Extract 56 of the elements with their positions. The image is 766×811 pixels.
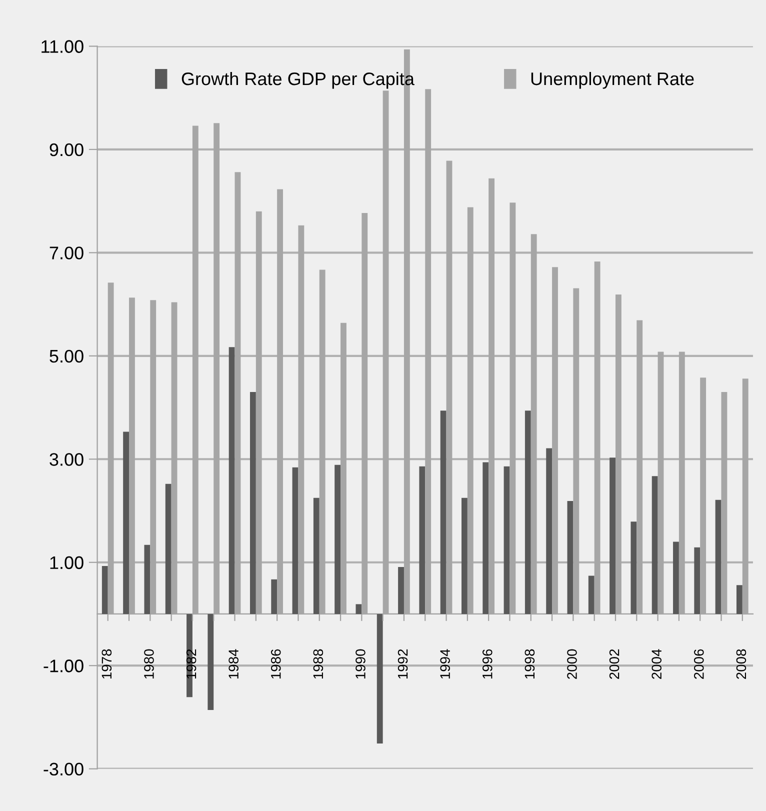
- bar: [334, 464, 341, 614]
- y-tick-label: -3.00: [44, 762, 84, 776]
- bar: [673, 542, 679, 614]
- y-tick-label: 3.00: [50, 453, 84, 466]
- bar: [462, 498, 468, 614]
- bar: [630, 522, 637, 614]
- bar: [567, 500, 574, 614]
- bar: [292, 467, 298, 614]
- x-tick-label: 2004: [652, 649, 662, 679]
- bar: [165, 484, 172, 614]
- x-tick-label: 1994: [440, 649, 450, 679]
- bar: [313, 498, 320, 614]
- bar: [482, 462, 489, 614]
- bar: [208, 614, 214, 710]
- y-tick-label: 7.00: [50, 246, 84, 260]
- y-tick-label: 1.00: [50, 556, 84, 570]
- bar: [524, 410, 531, 614]
- bar: [102, 566, 108, 614]
- bar: [228, 347, 235, 614]
- y-tick-label: 11.00: [42, 40, 84, 53]
- x-tick-label: 1990: [356, 649, 366, 679]
- bar: [736, 585, 742, 614]
- bar: [546, 448, 552, 614]
- bar: [356, 604, 362, 614]
- bar: [504, 466, 510, 614]
- y-tick-label: 9.00: [50, 143, 84, 156]
- x-tick-label: 2000: [567, 649, 577, 679]
- bar: [610, 458, 616, 614]
- x-tick-label: 2002: [609, 649, 620, 679]
- bar: [144, 544, 150, 614]
- bar: [440, 410, 446, 614]
- legend-label: Growth Rate GDP per Capita: [182, 72, 414, 89]
- x-tick-label: 2006: [694, 649, 704, 679]
- bar: [376, 614, 383, 744]
- x-tick-label: 1988: [313, 649, 324, 679]
- x-tick-label: 1984: [228, 649, 238, 679]
- bar: [715, 500, 722, 614]
- bar: [652, 476, 658, 614]
- bar: [398, 567, 404, 614]
- x-tick-label: 1998: [524, 649, 535, 679]
- bar: [694, 547, 700, 614]
- bar: [123, 432, 130, 614]
- y-tick-label: 5.00: [50, 350, 84, 363]
- legend-label: Unemployment Rate: [531, 72, 694, 89]
- x-tick-label: 1982: [186, 649, 196, 679]
- x-tick-label: 1986: [270, 649, 281, 679]
- x-tick-label: 1978: [102, 649, 112, 679]
- bar: [250, 392, 256, 614]
- bar: [419, 466, 426, 614]
- y-tick-label: -1.00: [44, 660, 84, 672]
- x-tick-label: 1980: [144, 649, 154, 679]
- x-tick-label: 1996: [482, 649, 492, 679]
- bar: [588, 576, 594, 614]
- x-tick-label: 1992: [398, 649, 408, 679]
- bar: [271, 579, 278, 614]
- x-tick-label: 2008: [736, 649, 746, 679]
